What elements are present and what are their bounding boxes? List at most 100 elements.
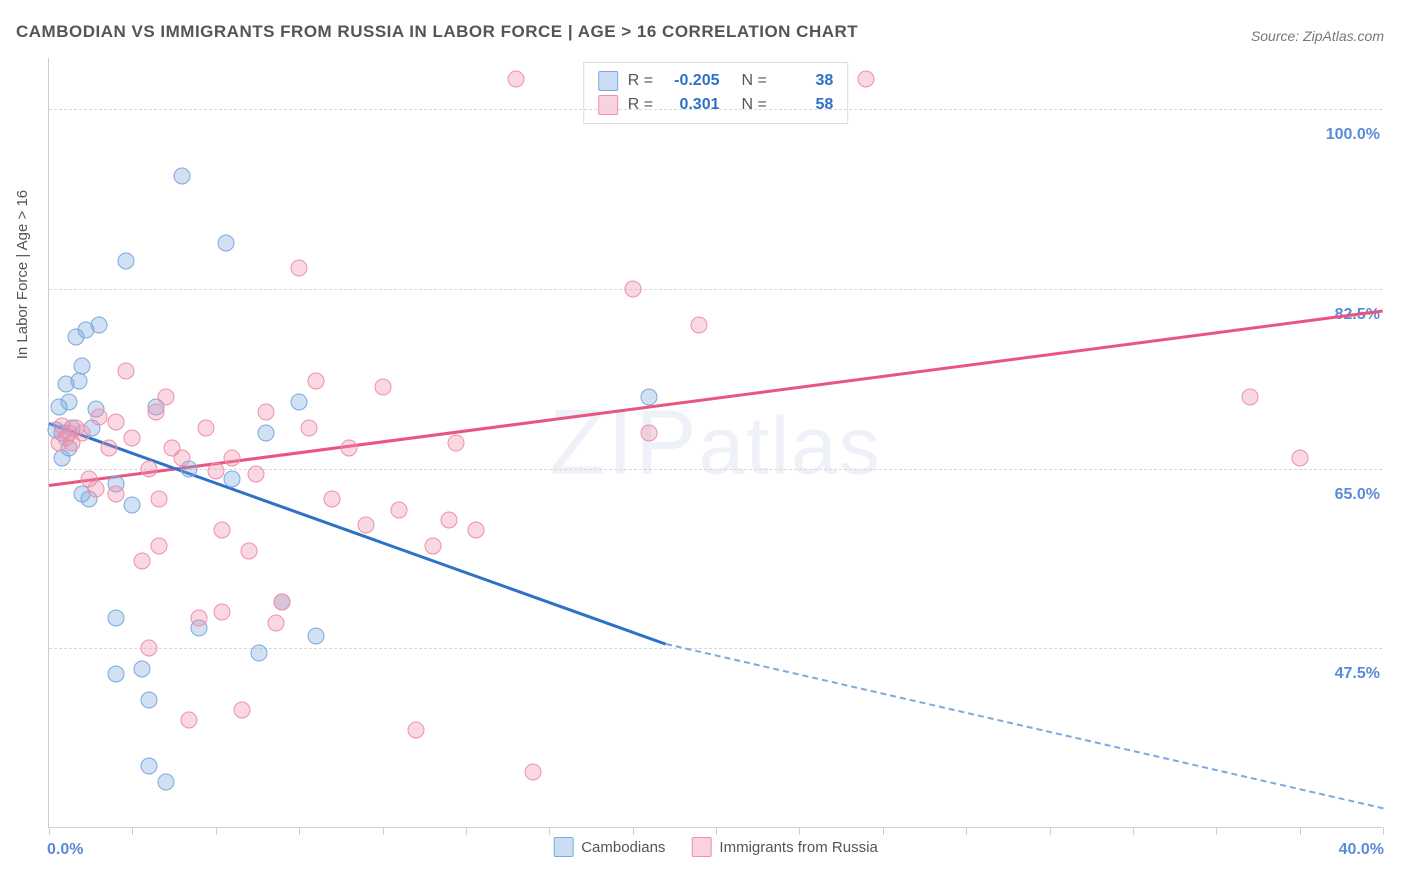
data-point-russia [134,553,151,570]
x-tick [299,827,300,835]
x-tick [633,827,634,835]
x-tick [799,827,800,835]
data-point-cambodians [91,316,108,333]
data-point-cambodians [74,358,91,375]
y-axis-label: 65.0% [1335,486,1384,504]
swatch-blue-icon [553,837,573,857]
r-value-pink: 0.301 [662,93,720,117]
x-tick [49,827,50,835]
data-point-russia [267,614,284,631]
data-point-russia [74,424,91,441]
data-point-russia [124,429,141,446]
trendline-blue-extrapolated [666,643,1383,809]
legend-label-cambodians: Cambodians [581,839,665,856]
data-point-cambodians [641,388,658,405]
data-point-russia [441,512,458,529]
data-point-russia [241,542,258,559]
watermark: ZIPatlas [549,390,881,495]
data-point-cambodians [217,234,234,251]
data-point-cambodians [307,628,324,645]
data-point-cambodians [124,496,141,513]
plot-area: ZIPatlas R = -0.205 N = 38 R = 0.301 N =… [48,58,1382,828]
data-point-russia [507,70,524,87]
data-point-russia [691,316,708,333]
gridline [49,289,1382,290]
data-point-russia [107,414,124,431]
data-point-russia [524,763,541,780]
data-point-cambodians [61,393,78,410]
x-axis-max-label: 40.0% [1339,841,1384,859]
data-point-cambodians [107,609,124,626]
data-point-cambodians [54,450,71,467]
x-tick [1050,827,1051,835]
data-point-cambodians [71,373,88,390]
data-point-russia [467,522,484,539]
data-point-russia [1241,388,1258,405]
data-point-russia [174,450,191,467]
data-point-russia [374,378,391,395]
data-point-russia [357,517,374,534]
data-point-russia [91,409,108,426]
x-tick [383,827,384,835]
trendline-blue [49,423,667,646]
x-tick [216,827,217,835]
x-tick [549,827,550,835]
data-point-russia [301,419,318,436]
data-point-russia [424,537,441,554]
legend-label-russia: Immigrants from Russia [719,839,877,856]
x-tick [466,827,467,835]
data-point-russia [107,486,124,503]
data-point-russia [257,404,274,421]
trendline-pink [49,310,1383,487]
source-label: Source: ZipAtlas.com [1251,28,1384,44]
swatch-blue [598,71,618,91]
data-point-russia [407,722,424,739]
data-point-russia [447,435,464,452]
data-point-russia [101,440,118,457]
data-point-russia [341,440,358,457]
data-point-russia [234,701,251,718]
y-axis-title: In Labor Force | Age > 16 [14,190,31,359]
legend-item-cambodians: Cambodians [553,837,665,857]
n-value-blue: 38 [775,69,833,93]
data-point-russia [151,537,168,554]
y-axis-label: 47.5% [1335,665,1384,683]
data-point-russia [624,281,641,298]
data-point-cambodians [224,470,241,487]
swatch-pink [598,95,618,115]
x-tick [1216,827,1217,835]
legend-stats: R = -0.205 N = 38 R = 0.301 N = 58 [583,62,849,124]
x-tick [1300,827,1301,835]
gridline [49,648,1382,649]
data-point-russia [291,260,308,277]
x-tick [883,827,884,835]
gridline [49,109,1382,110]
x-tick [1133,827,1134,835]
data-point-russia [197,419,214,436]
n-value-pink: 58 [775,93,833,117]
data-point-cambodians [251,645,268,662]
x-axis-min-label: 0.0% [47,841,83,859]
data-point-russia [147,404,164,421]
data-point-russia [214,604,231,621]
data-point-russia [1291,450,1308,467]
data-point-cambodians [174,168,191,185]
x-tick [966,827,967,835]
legend-series: Cambodians Immigrants from Russia [553,837,878,857]
data-point-cambodians [134,660,151,677]
chart-title: CAMBODIAN VS IMMIGRANTS FROM RUSSIA IN L… [16,22,858,42]
data-point-russia [307,373,324,390]
data-point-russia [117,363,134,380]
legend-item-russia: Immigrants from Russia [691,837,877,857]
data-point-cambodians [157,773,174,790]
data-point-russia [191,609,208,626]
data-point-russia [391,501,408,518]
swatch-pink-icon [691,837,711,857]
legend-stats-row-blue: R = -0.205 N = 38 [598,69,834,93]
data-point-russia [181,712,198,729]
data-point-russia [141,640,158,657]
data-point-cambodians [141,758,158,775]
x-tick [1383,827,1384,835]
data-point-cambodians [117,253,134,270]
data-point-russia [274,594,291,611]
